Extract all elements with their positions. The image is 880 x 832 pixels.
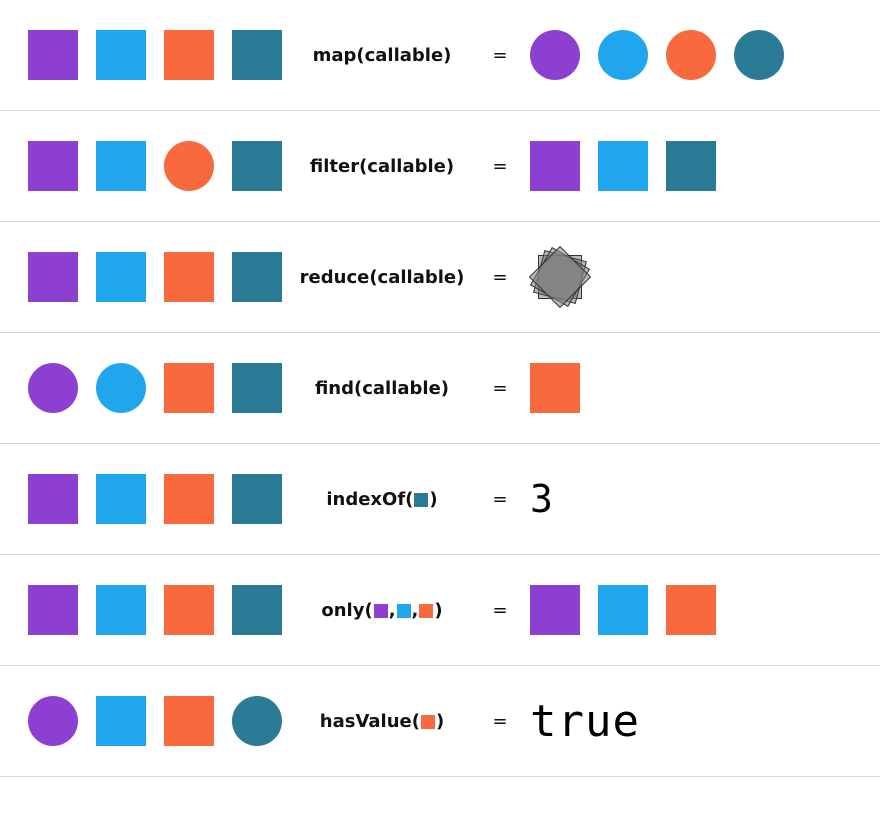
circle-blue <box>598 30 648 80</box>
output-text-indexOf: 3 <box>530 477 554 521</box>
equals-sign: = <box>482 378 518 399</box>
row-indexOf: indexOf() = 3 <box>0 443 880 555</box>
output-col <box>518 141 852 191</box>
circle-orange <box>164 141 214 191</box>
square-orange <box>164 696 214 746</box>
input-col <box>28 585 282 635</box>
output-col: 3 <box>518 477 852 521</box>
circle-teal <box>734 30 784 80</box>
input-col <box>28 363 282 413</box>
square-orange <box>164 252 214 302</box>
square-purple <box>28 252 78 302</box>
square-purple <box>530 585 580 635</box>
func-col: filter(callable) <box>282 156 482 177</box>
square-blue <box>96 252 146 302</box>
square-purple <box>28 141 78 191</box>
square-blue <box>96 474 146 524</box>
square-blue <box>96 696 146 746</box>
row-map: map(callable) = <box>0 0 880 111</box>
arg-square-blue <box>397 604 411 618</box>
square-teal <box>232 252 282 302</box>
arg-square-teal <box>414 493 428 507</box>
func-label-hasValue: hasValue() <box>320 711 444 732</box>
square-orange <box>164 474 214 524</box>
input-col <box>28 474 282 524</box>
func-label-only: only(,,) <box>321 600 442 621</box>
func-col: reduce(callable) <box>282 267 482 288</box>
func-label-find: find(callable) <box>315 378 449 399</box>
circle-orange <box>666 30 716 80</box>
square-blue <box>96 141 146 191</box>
equals-sign: = <box>482 267 518 288</box>
square-orange <box>164 30 214 80</box>
circle-blue <box>96 363 146 413</box>
square-teal <box>232 363 282 413</box>
func-label-reduce: reduce(callable) <box>300 267 465 288</box>
row-reduce: reduce(callable) = <box>0 221 880 333</box>
output-col <box>518 30 852 80</box>
arg-square-orange <box>421 715 435 729</box>
square-purple <box>28 585 78 635</box>
square-orange <box>164 363 214 413</box>
func-col: only(,,) <box>282 600 482 621</box>
row-filter: filter(callable) = <box>0 110 880 222</box>
func-label-indexOf: indexOf() <box>326 489 437 510</box>
circle-purple <box>28 696 78 746</box>
input-col <box>28 696 282 746</box>
square-teal <box>666 141 716 191</box>
equals-sign: = <box>482 711 518 732</box>
circle-teal <box>232 696 282 746</box>
square-teal <box>232 141 282 191</box>
equals-sign: = <box>482 45 518 66</box>
square-orange <box>164 585 214 635</box>
square-purple <box>28 474 78 524</box>
diagram-container: map(callable)=filter(callable)=reduce(ca… <box>0 0 880 777</box>
square-teal <box>232 30 282 80</box>
row-find: find(callable) = <box>0 332 880 444</box>
square-blue <box>96 30 146 80</box>
row-only: only(,,) = <box>0 554 880 666</box>
row-hasValue: hasValue() = true <box>0 665 880 777</box>
func-col: map(callable) <box>282 45 482 66</box>
equals-sign: = <box>482 600 518 621</box>
output-col <box>518 247 852 307</box>
circle-purple <box>28 363 78 413</box>
square-blue <box>96 585 146 635</box>
output-col: true <box>518 696 852 747</box>
output-col <box>518 363 852 413</box>
arg-square-purple <box>374 604 388 618</box>
square-purple <box>530 141 580 191</box>
circle-purple <box>530 30 580 80</box>
reduce-stack <box>530 247 590 307</box>
square-blue <box>598 141 648 191</box>
func-col: find(callable) <box>282 378 482 399</box>
func-col: hasValue() <box>282 711 482 732</box>
square-teal <box>232 585 282 635</box>
square-orange <box>666 585 716 635</box>
input-col <box>28 141 282 191</box>
square-blue <box>598 585 648 635</box>
arg-square-orange <box>419 604 433 618</box>
func-label-filter: filter(callable) <box>310 156 454 177</box>
equals-sign: = <box>482 489 518 510</box>
square-purple <box>28 30 78 80</box>
output-col <box>518 585 852 635</box>
square-teal <box>232 474 282 524</box>
input-col <box>28 30 282 80</box>
func-label-map: map(callable) <box>313 45 452 66</box>
equals-sign: = <box>482 156 518 177</box>
input-col <box>28 252 282 302</box>
func-col: indexOf() <box>282 489 482 510</box>
output-text-hasValue: true <box>530 696 640 747</box>
square-orange <box>530 363 580 413</box>
